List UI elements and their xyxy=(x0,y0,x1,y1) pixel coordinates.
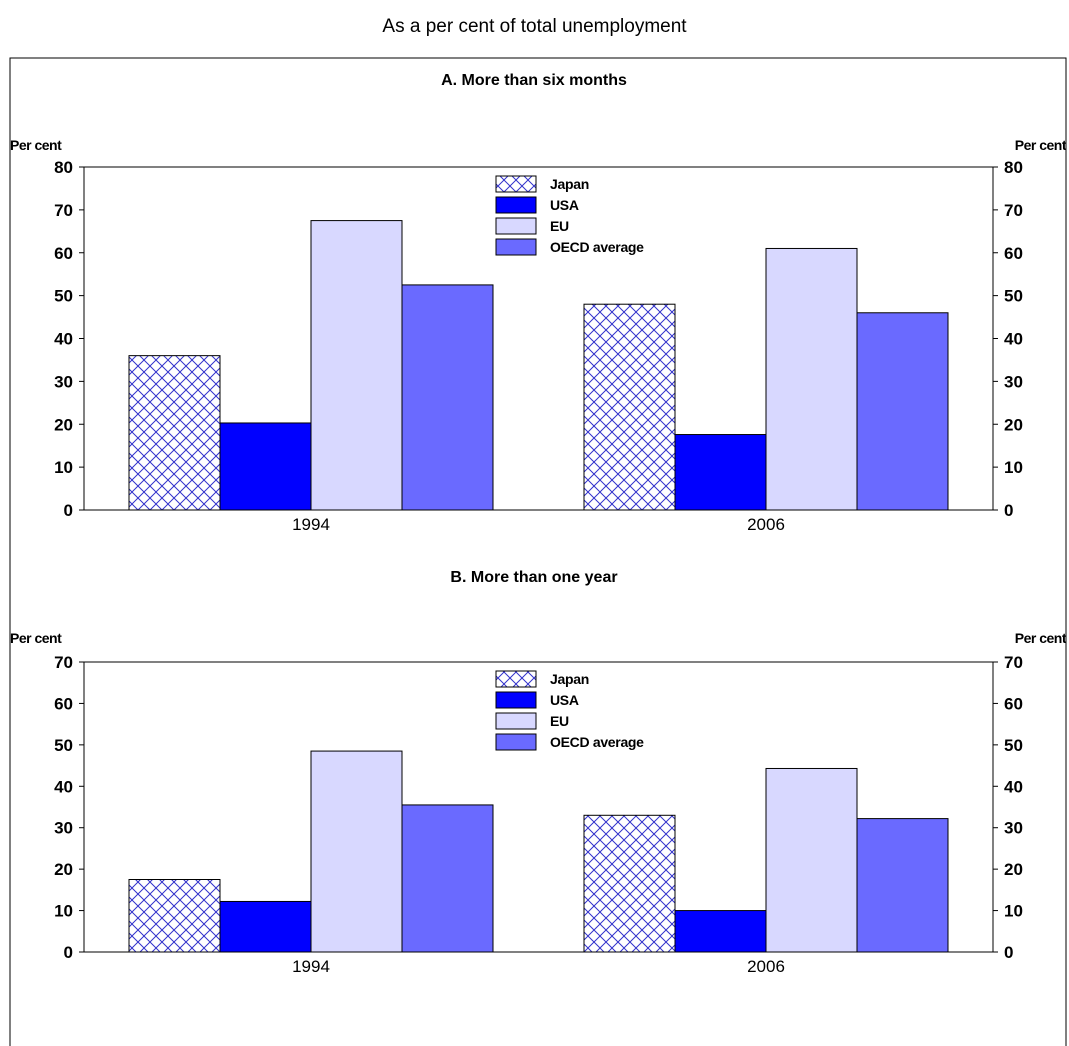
legend: Japan USA EU OECD average xyxy=(495,175,644,256)
y-tick-label-right: 10 xyxy=(1004,902,1023,921)
bar-japan-2006 xyxy=(583,814,676,953)
plot-area xyxy=(83,661,994,953)
y-axis-label-left: Per cent xyxy=(10,137,62,153)
legend-label: EU xyxy=(550,713,569,729)
y-tick-label-left: 60 xyxy=(54,694,73,713)
bar-japan-2006 xyxy=(583,303,676,511)
y-axis-label-right: Per cent xyxy=(1015,630,1067,646)
y-axis-label-left: Per cent xyxy=(10,630,62,646)
y-tick-label-right: 30 xyxy=(1004,372,1023,391)
x-category-label: 1994 xyxy=(292,957,330,976)
bar-oecd-average-2006 xyxy=(856,312,949,511)
bar-eu-1994 xyxy=(310,750,403,953)
y-tick-label-right: 60 xyxy=(1004,244,1023,263)
bar-japan-1994 xyxy=(128,879,221,953)
bar-eu-2006 xyxy=(765,767,858,953)
legend-label: OECD average xyxy=(550,734,644,750)
y-tick-label-left: 10 xyxy=(54,458,73,477)
bar-oecd-average-1994 xyxy=(401,804,494,953)
y-tick-label-right: 50 xyxy=(1004,736,1023,755)
bar-eu-1994 xyxy=(310,220,403,511)
legend-swatch xyxy=(495,175,537,193)
legend-label: USA xyxy=(550,692,579,708)
panel-title: A. More than six months xyxy=(441,72,627,89)
bar-usa-1994 xyxy=(219,900,312,953)
legend-label: USA xyxy=(550,197,579,213)
y-tick-label-right: 20 xyxy=(1004,860,1023,879)
y-tick-label-left: 80 xyxy=(54,158,73,177)
legend-swatch xyxy=(495,238,537,256)
legend-label: EU xyxy=(550,218,569,234)
legend-swatch xyxy=(495,217,537,235)
panel-a: A. More than six months Per cent Per cent 0… xyxy=(10,72,1067,534)
y-tick-label-right: 40 xyxy=(1004,330,1023,349)
y-tick-label-left: 40 xyxy=(54,777,73,796)
y-tick-label-left: 50 xyxy=(54,736,73,755)
y-tick-label-right: 0 xyxy=(1004,501,1013,520)
bar-japan-1994 xyxy=(128,355,221,511)
y-axis-label-right: Per cent xyxy=(1015,137,1067,153)
figure-frame xyxy=(9,57,1067,1046)
bar-usa-2006 xyxy=(674,910,767,953)
y-tick-label-left: 20 xyxy=(54,860,73,879)
y-tick-label-left: 0 xyxy=(64,943,73,962)
bar-eu-2006 xyxy=(765,247,858,511)
y-tick-label-right: 0 xyxy=(1004,943,1013,962)
bar-oecd-average-2006 xyxy=(856,818,949,953)
bar-usa-1994 xyxy=(219,422,312,511)
y-tick-label-left: 50 xyxy=(54,287,73,306)
y-tick-label-left: 0 xyxy=(64,501,73,520)
figure-subtitle: As a per cent of total unemployment xyxy=(382,16,687,37)
panel-title: B. More than one year xyxy=(450,569,617,586)
y-tick-label-right: 30 xyxy=(1004,819,1023,838)
x-category-label: 2006 xyxy=(747,957,785,976)
y-tick-label-left: 20 xyxy=(54,415,73,434)
y-tick-label-right: 20 xyxy=(1004,415,1023,434)
y-tick-label-left: 70 xyxy=(54,653,73,672)
y-tick-label-left: 60 xyxy=(54,244,73,263)
legend-swatch xyxy=(495,733,537,751)
y-tick-label-right: 50 xyxy=(1004,287,1023,306)
y-tick-label-right: 10 xyxy=(1004,458,1023,477)
y-tick-label-right: 40 xyxy=(1004,777,1023,796)
y-tick-label-left: 30 xyxy=(54,819,73,838)
legend-swatch xyxy=(495,196,537,214)
bar-usa-2006 xyxy=(674,434,767,511)
bar-oecd-average-1994 xyxy=(401,284,494,511)
legend-label: Japan xyxy=(550,671,589,687)
legend: Japan USA EU OECD average xyxy=(495,670,644,751)
y-tick-label-right: 70 xyxy=(1004,653,1023,672)
y-tick-label-left: 10 xyxy=(54,902,73,921)
x-category-label: 2006 xyxy=(747,515,785,534)
y-tick-label-left: 30 xyxy=(54,372,73,391)
legend-label: OECD average xyxy=(550,239,644,255)
y-tick-label-right: 60 xyxy=(1004,694,1023,713)
y-tick-label-left: 70 xyxy=(54,201,73,220)
legend-swatch xyxy=(495,712,537,730)
y-tick-label-right: 70 xyxy=(1004,201,1023,220)
legend-label: Japan xyxy=(550,176,589,192)
y-tick-label-right: 80 xyxy=(1004,158,1023,177)
x-category-label: 1994 xyxy=(292,515,330,534)
legend-swatch xyxy=(495,670,537,688)
legend-swatch xyxy=(495,691,537,709)
y-tick-label-left: 40 xyxy=(54,330,73,349)
panel-b: B. More than one year Per cent Per cent 0 0 1… xyxy=(10,569,1067,976)
